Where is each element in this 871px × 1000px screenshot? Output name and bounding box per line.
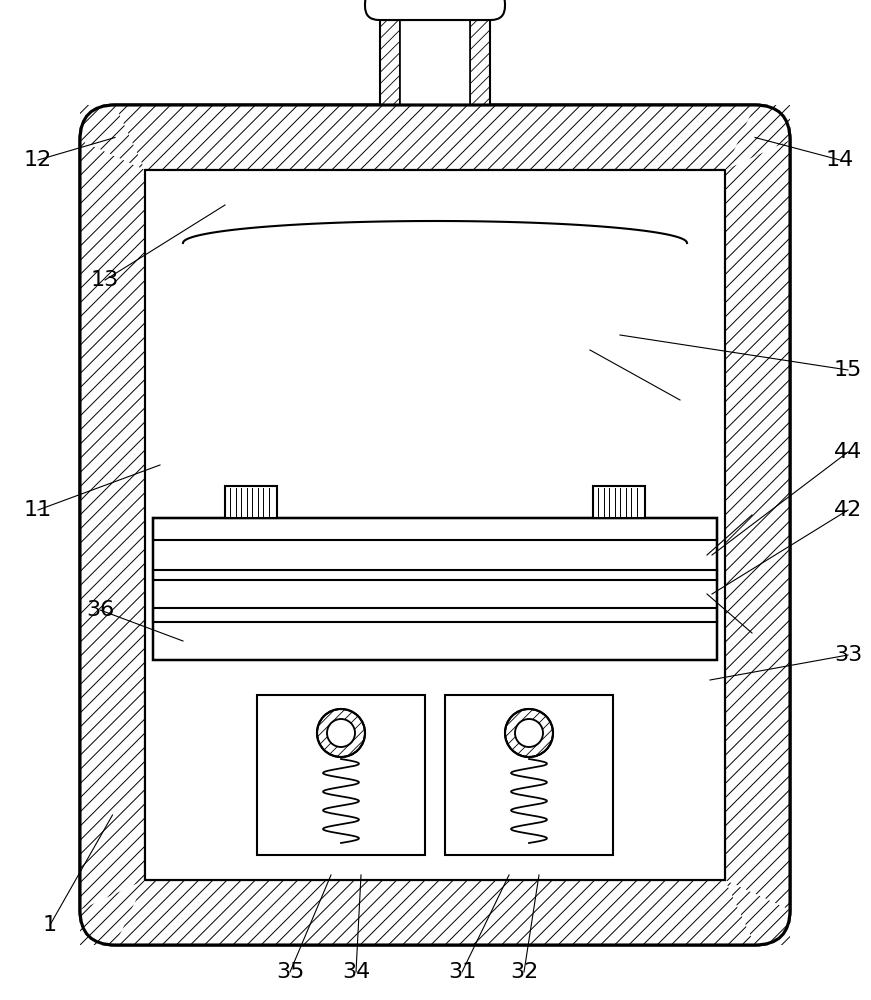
Bar bbox=[145, 170, 725, 880]
Polygon shape bbox=[220, 245, 650, 390]
Circle shape bbox=[317, 709, 365, 757]
Bar bbox=[225, 486, 277, 518]
Text: 36: 36 bbox=[86, 600, 114, 620]
Text: 14: 14 bbox=[826, 150, 854, 170]
Text: 34: 34 bbox=[342, 962, 370, 982]
Polygon shape bbox=[153, 540, 717, 570]
Polygon shape bbox=[153, 622, 717, 660]
Text: 33: 33 bbox=[834, 645, 862, 665]
Text: 32: 32 bbox=[510, 962, 538, 982]
Bar bbox=[153, 570, 717, 580]
Polygon shape bbox=[80, 105, 790, 170]
Text: 13: 13 bbox=[91, 270, 119, 290]
Text: 31: 31 bbox=[448, 962, 476, 982]
Polygon shape bbox=[325, 677, 357, 695]
Bar bbox=[153, 608, 717, 622]
Polygon shape bbox=[80, 140, 145, 910]
Bar bbox=[445, 695, 613, 855]
FancyBboxPatch shape bbox=[365, 0, 505, 20]
Text: 44: 44 bbox=[834, 442, 862, 462]
Bar bbox=[153, 518, 717, 660]
Circle shape bbox=[327, 719, 355, 747]
Polygon shape bbox=[513, 677, 545, 695]
Polygon shape bbox=[115, 105, 755, 170]
Text: 11: 11 bbox=[24, 500, 52, 520]
Polygon shape bbox=[80, 105, 145, 170]
Text: 12: 12 bbox=[24, 150, 52, 170]
Polygon shape bbox=[145, 660, 725, 880]
Polygon shape bbox=[725, 140, 790, 910]
Text: 1: 1 bbox=[43, 915, 57, 935]
Text: 42: 42 bbox=[834, 500, 862, 520]
Bar bbox=[380, 20, 490, 105]
Circle shape bbox=[505, 709, 553, 757]
Polygon shape bbox=[153, 580, 717, 608]
Polygon shape bbox=[115, 880, 755, 945]
Bar bbox=[145, 170, 725, 880]
Bar bbox=[593, 486, 645, 518]
Polygon shape bbox=[80, 880, 145, 945]
Bar bbox=[153, 518, 717, 540]
FancyBboxPatch shape bbox=[80, 105, 790, 945]
Bar bbox=[257, 695, 425, 855]
Text: 35: 35 bbox=[276, 962, 304, 982]
Polygon shape bbox=[380, 20, 400, 105]
Polygon shape bbox=[725, 880, 790, 945]
Polygon shape bbox=[145, 170, 725, 225]
Polygon shape bbox=[725, 105, 790, 170]
Bar bbox=[400, 20, 470, 105]
Polygon shape bbox=[470, 20, 490, 105]
Text: 15: 15 bbox=[834, 360, 862, 380]
Circle shape bbox=[515, 719, 543, 747]
